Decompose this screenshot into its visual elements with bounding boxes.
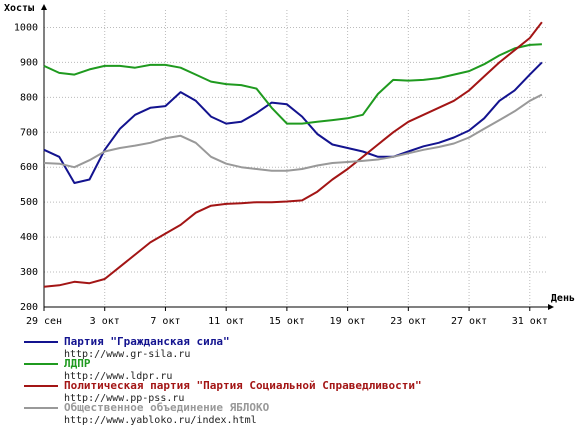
y-tick-label: 700	[20, 127, 38, 138]
x-tick-label: 3 окт	[90, 316, 120, 327]
legend-url: http://www.yabloko.ru/index.html	[64, 415, 257, 426]
x-tick-label: 23 окт	[390, 316, 426, 327]
x-arrow	[548, 304, 554, 310]
x-axis-label: День	[551, 293, 575, 304]
y-tick-label: 200	[20, 302, 38, 313]
legend-url: http://www.pp-pss.ru	[64, 393, 184, 404]
y-tick-label: 800	[20, 92, 38, 103]
legend-url: http://www.ldpr.ru	[64, 371, 172, 382]
y-tick-label: 300	[20, 267, 38, 278]
y-arrow	[41, 4, 47, 10]
y-tick-label: 1000	[14, 22, 38, 33]
x-tick-label: 29 сен	[26, 316, 62, 327]
legend-name: Партия "Гражданская сила"	[64, 335, 230, 348]
x-tick-label: 11 окт	[208, 316, 244, 327]
y-tick-label: 900	[20, 57, 38, 68]
series-line	[43, 43, 542, 125]
y-tick-label: 600	[20, 162, 38, 173]
x-tick-label: 19 окт	[330, 316, 366, 327]
y-axis-label: Хосты	[4, 3, 34, 14]
legend-name: Политическая партия "Партия Социальной С…	[64, 379, 422, 392]
x-tick-label: 7 окт	[150, 316, 180, 327]
legend-name: ЛДПР	[64, 357, 91, 370]
x-tick-label: 31 окт	[512, 316, 548, 327]
y-tick-label: 400	[20, 232, 38, 243]
x-tick-label: 27 окт	[451, 316, 487, 327]
series-line	[43, 61, 543, 184]
legend-name: Общественное объединение ЯБЛОКО	[64, 401, 270, 414]
legend-url: http://www.gr-sila.ru	[64, 349, 190, 360]
series-line	[43, 93, 543, 172]
y-tick-label: 500	[20, 197, 38, 208]
series-line	[43, 21, 543, 288]
x-tick-label: 15 окт	[269, 316, 305, 327]
